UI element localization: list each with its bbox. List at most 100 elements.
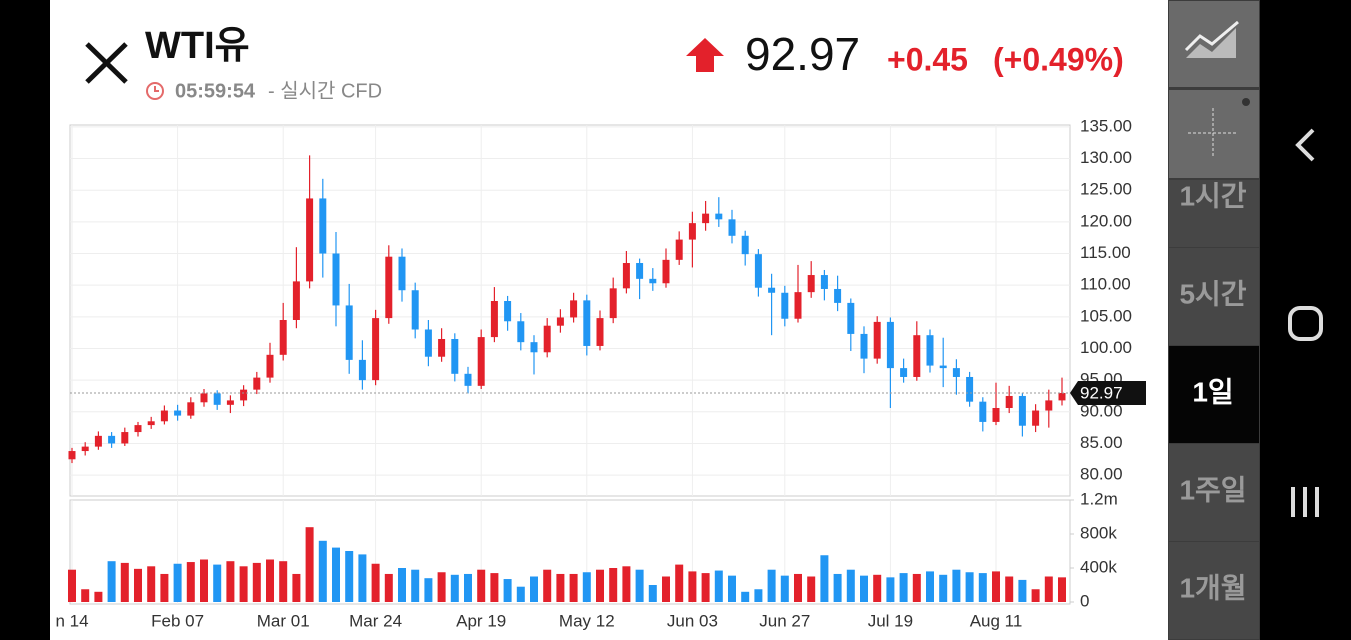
volume-bar [1031, 589, 1040, 602]
interval-button[interactable]: 5시간 [1169, 248, 1259, 345]
volume-bar [648, 585, 657, 602]
interval-button[interactable]: 1주일 [1169, 444, 1259, 541]
candle-body [490, 301, 498, 338]
interval-label: 1시간 [1179, 180, 1246, 211]
candle-body [847, 302, 855, 334]
clock-icon [146, 82, 164, 100]
volume-bar [345, 551, 354, 602]
candle-body [702, 213, 710, 224]
volume-bar [860, 575, 868, 602]
interval-button-bg [1169, 248, 1259, 345]
home-button[interactable] [1288, 306, 1323, 341]
volume-bar [292, 573, 301, 602]
volume-bar [371, 563, 380, 602]
interval-label: 1개월 [1179, 572, 1246, 603]
volume-bar [437, 572, 446, 602]
candle-body [213, 393, 221, 405]
volume-bar [873, 574, 882, 602]
volume-bar [424, 578, 433, 602]
price: 92.97 [745, 28, 860, 80]
time: 05:59:54 [175, 80, 256, 102]
volume-panel [69, 499, 1071, 605]
candle-body [81, 446, 89, 452]
candle-body [952, 368, 960, 377]
candle-body [385, 256, 393, 319]
back-button[interactable] [1295, 128, 1315, 162]
candle-body [688, 223, 696, 240]
volume-bar [94, 591, 103, 602]
last-price-label: 92.97 [1080, 383, 1123, 402]
volume-bar [596, 569, 604, 602]
volume-bar [411, 569, 420, 602]
volume-bar [68, 569, 76, 602]
interval-button[interactable]: 1일 [1169, 346, 1259, 443]
y-tick-label: 125.00 [1080, 180, 1132, 199]
x-tick-label: Mar 24 [349, 611, 402, 630]
price-panel [69, 124, 1071, 497]
candle-body [556, 317, 564, 326]
interval-button-bg [1169, 346, 1259, 443]
volume-bar [252, 562, 261, 602]
volume-bar [358, 554, 367, 602]
candle-body [319, 198, 327, 254]
x-tick-label: Apr 19 [456, 611, 506, 630]
volume-bar [266, 559, 274, 602]
volume-bar [398, 568, 406, 602]
candle-body [992, 407, 1000, 422]
volume-bar [81, 589, 90, 602]
volume-bar [926, 571, 934, 602]
volume-bar [134, 568, 142, 602]
candle-body [834, 288, 842, 303]
candle-body [68, 451, 76, 460]
volume-bar [899, 573, 908, 602]
interval-button[interactable]: 1개월 [1169, 542, 1259, 639]
volume-bar [833, 573, 842, 602]
volume-bar [939, 574, 948, 602]
volume-bar [978, 573, 987, 602]
candle-body [715, 213, 723, 220]
volume-bar [622, 566, 631, 602]
interval-button[interactable]: 1시간 [1169, 180, 1259, 247]
chart-type-button[interactable] [1169, 1, 1259, 87]
y-tick-label: 85.00 [1080, 433, 1123, 452]
volume-bar [662, 576, 670, 602]
volume-bar [120, 562, 129, 602]
volume-bar [912, 573, 921, 602]
recents-button[interactable] [1291, 487, 1319, 517]
candle-body [649, 278, 657, 284]
volume-bar [767, 569, 776, 602]
x-tick-label: Jun 27 [759, 611, 810, 630]
volume-bar [107, 561, 116, 602]
candle-body [279, 319, 287, 355]
volume-bar [794, 573, 802, 602]
close-button[interactable] [85, 42, 128, 84]
title: WTI유 [145, 25, 250, 67]
volume-bar [200, 559, 208, 602]
y-tick-label: 80.00 [1080, 465, 1123, 484]
volume-bar [820, 555, 829, 602]
volume-bar [318, 540, 327, 602]
candle-body [609, 288, 617, 319]
crosshair-button[interactable] [1169, 90, 1259, 178]
volume-bar [516, 586, 525, 602]
candle-body [979, 401, 987, 422]
candle-body [1005, 395, 1013, 408]
candle-body [411, 290, 419, 330]
volume-bar [1044, 576, 1053, 602]
candle-body [596, 318, 604, 346]
volume-bar [490, 573, 499, 602]
candle-body [266, 354, 274, 378]
candle-body [108, 435, 116, 444]
x-tick-label: Aug 11 [970, 611, 1023, 630]
y-tick-label: 130.00 [1080, 148, 1132, 167]
candle-body [913, 335, 921, 377]
volume-bar [675, 564, 684, 602]
volume-bar [754, 589, 763, 602]
volume-bar [780, 575, 789, 602]
volume-bar [846, 569, 855, 602]
candle-body [504, 301, 512, 322]
candle-body [900, 368, 908, 377]
x-tick-label: Mar 01 [257, 611, 310, 630]
candle-body [966, 376, 974, 402]
interval-label: 5시간 [1179, 278, 1246, 309]
